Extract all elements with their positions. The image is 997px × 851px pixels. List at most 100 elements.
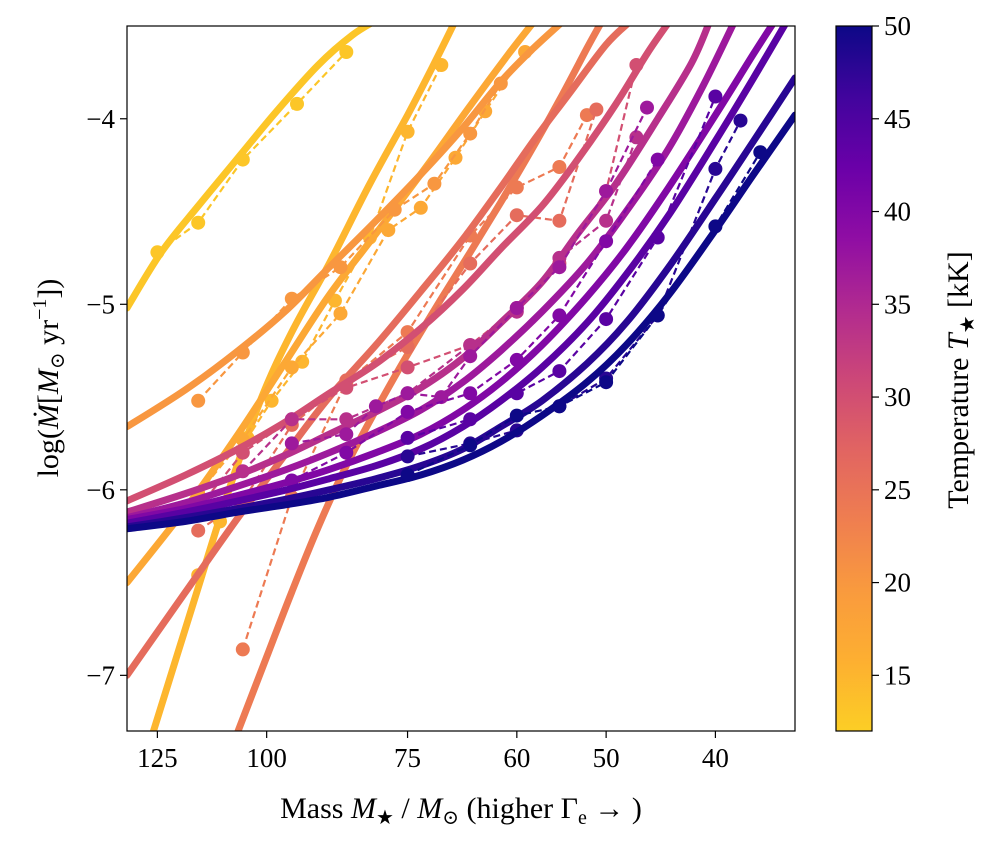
data-point: [284, 436, 299, 451]
data-point: [235, 152, 250, 167]
data-point: [339, 412, 354, 427]
data-point: [400, 360, 415, 375]
series-T=13kK: [127, 26, 374, 312]
x-axis-label: Mass M★ / M⊙ (higher Γe → ): [280, 792, 642, 829]
data-point: [290, 96, 304, 111]
data-point: [493, 76, 508, 91]
data-point: [191, 215, 206, 230]
x-tick-label: 40: [702, 743, 729, 773]
data-point: [333, 260, 348, 275]
data-point: [448, 150, 463, 165]
data-point: [463, 126, 478, 141]
data-point: [552, 260, 567, 275]
y-axis-label: log(Ṁ[M⊙ yr−1]): [29, 279, 69, 478]
data-point: [400, 386, 415, 401]
colorbar-tick-label: 30: [884, 382, 911, 412]
data-point: [339, 380, 354, 395]
y-tick-label: −7: [86, 660, 115, 690]
data-line: [407, 120, 742, 458]
data-point: [368, 399, 383, 414]
colorbar-tick-label: 15: [884, 660, 911, 690]
data-line: [197, 64, 443, 576]
data-point: [509, 408, 524, 423]
data-point: [599, 312, 614, 327]
data-point: [509, 301, 524, 315]
y-tick-label: −4: [86, 104, 115, 134]
data-point: [599, 234, 614, 249]
fit-line: [127, 111, 795, 533]
data-point: [235, 642, 250, 657]
data-point: [235, 345, 250, 360]
data-point: [509, 208, 524, 223]
plot-frame: [126, 25, 796, 732]
series-T=50kK: [127, 111, 795, 533]
fit-line: [127, 26, 776, 523]
data-point: [640, 100, 654, 115]
x-tick-label: 100: [246, 743, 287, 773]
colorbar-tick-label: 40: [884, 197, 911, 227]
data-point: [708, 89, 723, 104]
data-point: [400, 468, 415, 482]
data-line: [407, 151, 762, 476]
data-point: [509, 386, 524, 401]
data-point: [629, 130, 644, 145]
data-point: [650, 152, 665, 167]
data-point: [650, 230, 665, 245]
colorbar-tick-label: 45: [884, 104, 911, 134]
data-point: [150, 245, 165, 260]
fit-line: [127, 26, 789, 527]
fit-line: [127, 26, 631, 679]
data-line: [197, 82, 502, 402]
data-point: [191, 393, 206, 408]
series-T=40kK: [127, 26, 776, 523]
y-tick-label: −5: [86, 289, 115, 319]
x-tick-label: 60: [503, 743, 530, 773]
series-layer: [127, 26, 795, 731]
colorbar: [835, 25, 873, 732]
data-point: [463, 349, 478, 364]
data-point: [552, 399, 567, 414]
data-point: [463, 412, 478, 427]
fit-line: [127, 74, 795, 531]
data-point: [400, 404, 415, 419]
data-point: [463, 386, 478, 401]
fit-line: [127, 26, 712, 516]
data-point: [333, 306, 348, 321]
data-point: [400, 430, 415, 445]
data-point: [400, 124, 415, 139]
data-point: [589, 102, 604, 117]
series-T=15kK: [150, 26, 457, 731]
y-axis-ticks: −4 −5 −6 −7: [86, 104, 127, 690]
colorbar-tick-label: 20: [884, 568, 911, 598]
data-point: [463, 438, 478, 453]
data-point: [381, 223, 396, 238]
x-tick-label: 75: [394, 743, 421, 773]
data-point: [339, 445, 354, 460]
data-point: [400, 449, 415, 464]
data-line: [241, 136, 638, 473]
data-point: [552, 213, 567, 228]
data-point: [599, 375, 614, 390]
data-point: [463, 256, 478, 271]
data-point: [509, 180, 524, 195]
x-axis-ticks: 125 100 75 60 50 40: [137, 731, 729, 773]
series-T=44kK: [127, 26, 789, 527]
data-point: [708, 219, 723, 234]
data-point: [629, 58, 644, 72]
colorbar-tick-label: 50: [884, 11, 911, 41]
colorbar-tick-label: 25: [884, 475, 911, 505]
data-point: [339, 427, 354, 442]
data-point: [599, 213, 614, 228]
fit-line: [127, 26, 563, 431]
data-point: [733, 113, 748, 128]
colorbar-label: Temperature T★ [kK]: [942, 251, 979, 508]
data-point: [284, 291, 299, 306]
data-point: [284, 360, 299, 375]
data-point: [434, 58, 449, 72]
data-point: [509, 352, 524, 367]
data-point: [599, 184, 614, 199]
colorbar-ticks: 15 20 25 30 35 40 45 50: [872, 11, 911, 690]
y-tick-label: −6: [86, 475, 115, 505]
